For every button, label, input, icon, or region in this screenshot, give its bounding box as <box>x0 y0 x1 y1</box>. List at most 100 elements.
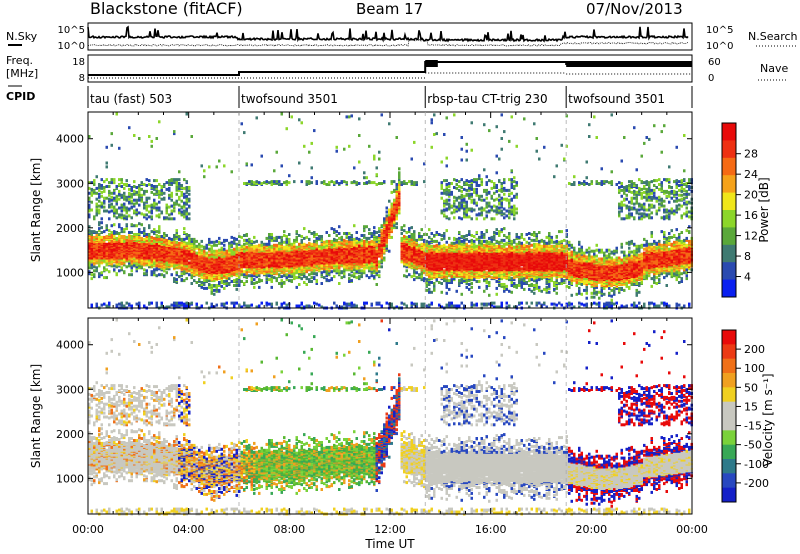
power-cell <box>210 302 213 306</box>
power-cell <box>143 263 146 267</box>
power-cell <box>255 248 258 252</box>
power-cell <box>345 115 348 119</box>
power-cell <box>148 210 151 214</box>
power-cell <box>185 236 188 240</box>
power-cell <box>225 249 228 253</box>
power-cell <box>165 206 168 210</box>
power-cell <box>118 215 121 219</box>
power-cell <box>105 304 108 308</box>
power-cell <box>223 280 226 283</box>
power-cell <box>170 273 173 277</box>
power-cell <box>95 231 98 234</box>
power-cell <box>205 251 208 255</box>
power-cell <box>120 301 123 305</box>
power-cell <box>110 257 113 261</box>
power-cell <box>255 180 258 184</box>
power-cell <box>388 208 391 212</box>
power-cell <box>250 303 253 307</box>
power-cell <box>133 240 136 244</box>
power-cell <box>370 181 373 185</box>
power-cell <box>180 205 183 209</box>
power-cell <box>98 195 101 199</box>
power-cell <box>223 164 226 168</box>
power-cell <box>88 191 91 195</box>
power-cell <box>388 199 391 203</box>
power-cell <box>303 236 306 240</box>
power-cell <box>245 233 248 236</box>
power-cell <box>145 204 148 208</box>
power-cell <box>268 242 271 246</box>
power-cell <box>98 208 101 212</box>
power-cell <box>415 238 418 242</box>
power-cell <box>118 189 121 193</box>
power-cell <box>128 191 131 195</box>
power-cell <box>425 304 428 308</box>
power-cell <box>258 278 261 282</box>
power-cell <box>260 279 263 283</box>
power-cell <box>203 175 206 179</box>
power-cell <box>100 235 103 239</box>
power-cell <box>353 272 356 276</box>
power-cell <box>295 276 298 280</box>
power-cell <box>150 243 153 247</box>
power-cell <box>90 191 93 195</box>
power-cell <box>253 235 256 239</box>
power-cell <box>270 183 273 186</box>
power-cell <box>218 281 221 284</box>
power-cell <box>365 263 368 267</box>
power-cell <box>290 115 293 119</box>
power-cell <box>393 198 396 202</box>
power-cell <box>120 268 123 272</box>
power-cell <box>400 232 403 235</box>
power-cell <box>105 276 108 280</box>
power-cell <box>108 249 111 253</box>
power-cell <box>395 183 398 186</box>
power-cell <box>138 190 141 194</box>
power-cell <box>90 303 93 307</box>
power-cell <box>233 279 236 283</box>
power-cell <box>153 228 156 232</box>
power-cell <box>165 305 168 309</box>
power-cell <box>315 302 318 306</box>
power-cell <box>355 231 358 234</box>
power-cell <box>150 190 153 194</box>
power-cell <box>128 214 131 218</box>
power-cell <box>158 264 161 268</box>
power-cell <box>408 273 411 277</box>
power-cell <box>418 237 421 241</box>
power-cell <box>200 304 203 308</box>
power-cell <box>108 203 111 207</box>
power-cell <box>138 137 141 140</box>
power-cell <box>90 239 93 243</box>
power-cell <box>138 195 141 199</box>
power-cell <box>125 215 128 219</box>
power-cell <box>120 213 123 217</box>
power-cell <box>133 254 136 258</box>
power-cell <box>135 201 138 205</box>
power-cell <box>95 241 98 245</box>
power-cell <box>105 235 108 238</box>
power-cell <box>153 230 156 234</box>
power-cell <box>113 178 116 182</box>
power-cell <box>100 204 103 208</box>
power-cell <box>140 212 143 216</box>
power-cell <box>350 114 353 118</box>
power-cell <box>328 234 331 237</box>
power-cell <box>205 279 208 283</box>
power-cell <box>155 137 158 140</box>
power-cell <box>405 304 408 308</box>
power-cell <box>100 226 103 230</box>
power-cell <box>203 245 206 249</box>
power-cell <box>123 205 126 209</box>
power-cell <box>153 185 156 188</box>
power-cell <box>373 226 376 230</box>
power-cell <box>88 272 91 276</box>
power-cell <box>148 301 151 305</box>
power-cell <box>148 235 151 239</box>
power-cell <box>408 227 411 231</box>
power-cell <box>358 134 361 137</box>
power-cell <box>168 261 171 265</box>
power-cell <box>350 181 353 185</box>
power-cell <box>143 237 146 241</box>
power-cell <box>138 187 141 191</box>
